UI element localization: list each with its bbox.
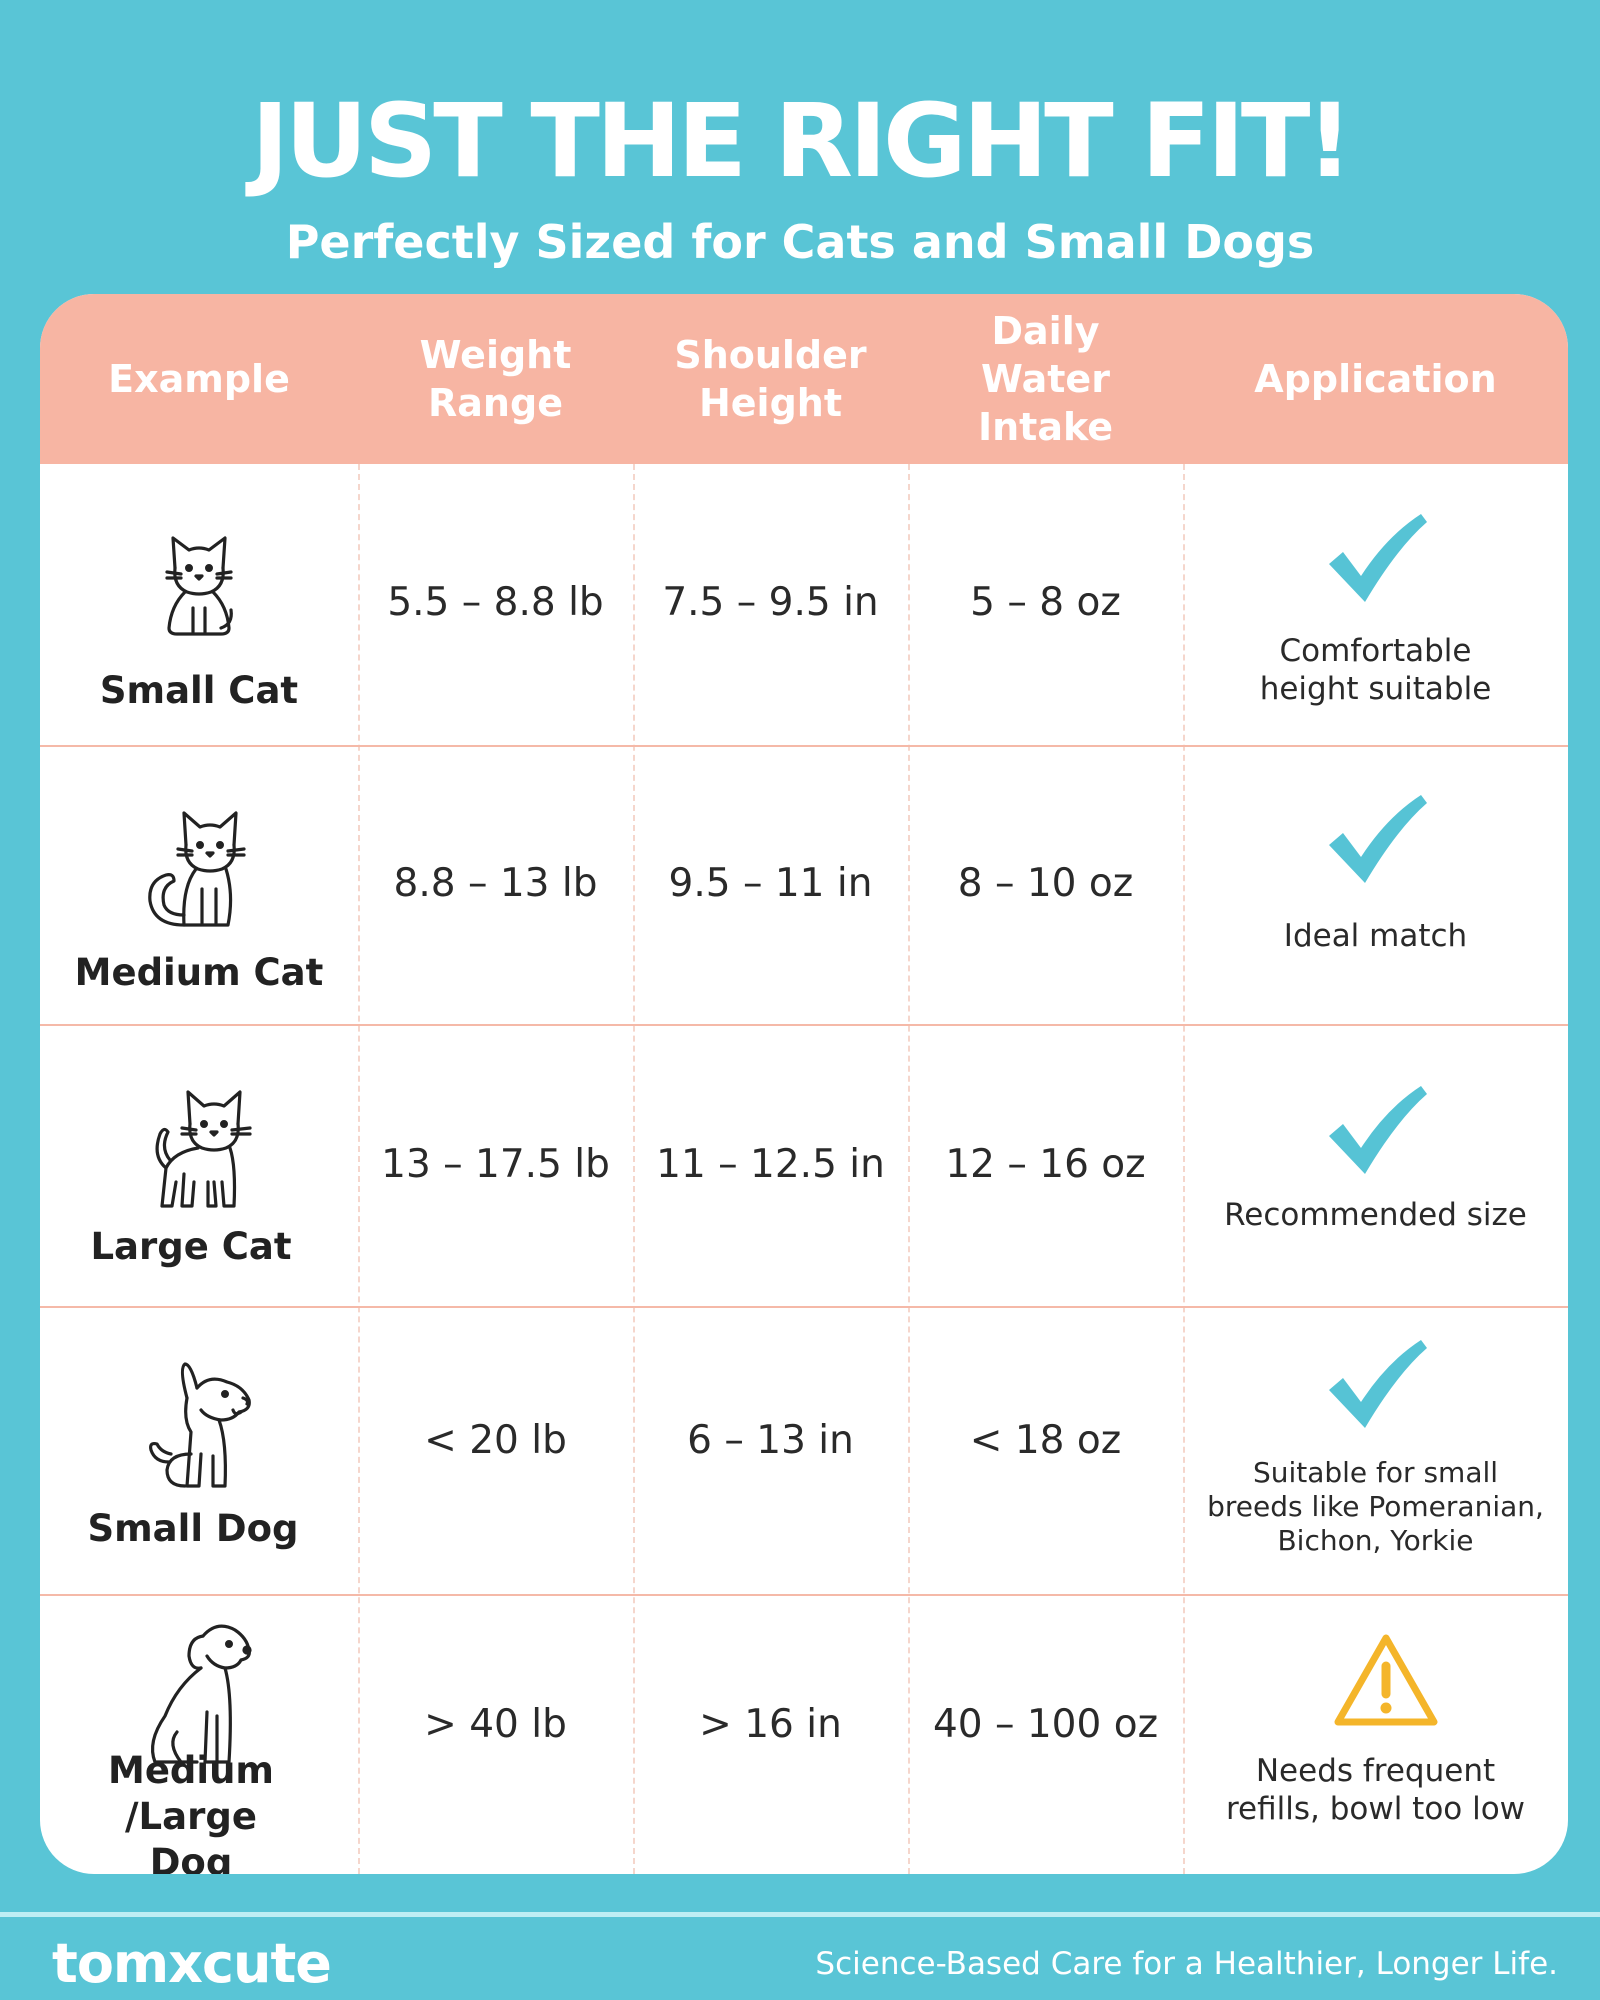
height-cell: 11 – 12.5 in bbox=[633, 1026, 908, 1306]
weight-value: 13 – 17.5 lb bbox=[381, 1142, 610, 1187]
height-cell: 7.5 – 9.5 in bbox=[633, 464, 908, 745]
height-cell: 6 – 13 in bbox=[633, 1308, 908, 1594]
water-value: 12 – 16 oz bbox=[945, 1142, 1146, 1187]
column-header-shoulder-height-label: Shoulder Height bbox=[674, 333, 867, 425]
weight-value: < 20 lb bbox=[424, 1418, 567, 1463]
application-cell: Recommended size bbox=[1183, 1026, 1568, 1306]
column-divider bbox=[633, 464, 635, 1874]
column-header-shoulder-height: Shoulder Height bbox=[633, 294, 908, 464]
column-header-daily-water-intake-label: Daily Water Intake bbox=[977, 309, 1114, 449]
water-cell: < 18 oz bbox=[908, 1308, 1183, 1594]
example-cell: Large Cat bbox=[40, 1026, 358, 1306]
water-value: 8 – 10 oz bbox=[957, 861, 1134, 906]
weight-cell: < 20 lb bbox=[358, 1308, 633, 1594]
weight-value: 8.8 – 13 lb bbox=[393, 861, 598, 906]
page-title: JUST THE RIGHT FIT! bbox=[251, 82, 1353, 201]
height-cell: 9.5 – 11 in bbox=[633, 747, 908, 1024]
height-cell: > 16 in bbox=[633, 1596, 908, 1874]
footer-divider bbox=[0, 1912, 1600, 1917]
column-header-daily-water-intake: Daily Water Intake bbox=[908, 294, 1183, 464]
water-value: < 18 oz bbox=[969, 1418, 1122, 1463]
column-header-application: Application bbox=[1254, 357, 1497, 401]
application-text: Recommended size bbox=[1224, 1197, 1527, 1233]
weight-cell: 5.5 – 8.8 lb bbox=[358, 464, 633, 745]
water-cell: 12 – 16 oz bbox=[908, 1026, 1183, 1306]
column-divider bbox=[908, 464, 910, 1874]
example-label: Medium Cat bbox=[74, 951, 324, 994]
weight-value: 5.5 – 8.8 lb bbox=[387, 580, 604, 625]
example-label: Small Dog bbox=[87, 1507, 299, 1550]
column-divider bbox=[1183, 464, 1185, 1874]
table-row: Medium Cat 8.8 – 13 lb 9.5 – 11 in 8 – 1… bbox=[40, 745, 1568, 1024]
height-value: 7.5 – 9.5 in bbox=[662, 580, 879, 625]
application-cell: Needs frequent refills, bowl too low bbox=[1183, 1596, 1568, 1874]
small-dog-icon bbox=[149, 1362, 251, 1488]
check-icon bbox=[1328, 795, 1427, 883]
table-header: Example Weight Range Shoulder Height Dai… bbox=[40, 294, 1568, 464]
application-cell: Comfortable height suitable bbox=[1183, 464, 1568, 745]
water-cell: 5 – 8 oz bbox=[908, 464, 1183, 745]
weight-cell: 13 – 17.5 lb bbox=[358, 1026, 633, 1306]
example-cell: Small Dog bbox=[40, 1308, 358, 1594]
application-text: Ideal match bbox=[1283, 918, 1468, 954]
example-label: Medium /Large Dog bbox=[40, 1748, 350, 1874]
small-cat-icon bbox=[165, 536, 233, 636]
brand-logo[interactable]: tomxcute bbox=[52, 1932, 332, 1995]
fit-table: Example Weight Range Shoulder Height Dai… bbox=[40, 294, 1568, 1874]
height-value: 9.5 – 11 in bbox=[668, 861, 873, 906]
application-text: Suitable for small breeds like Pomerania… bbox=[1207, 1456, 1544, 1557]
height-value: 6 – 13 in bbox=[687, 1418, 854, 1463]
height-value: 11 – 12.5 in bbox=[656, 1142, 885, 1187]
check-icon bbox=[1328, 1086, 1427, 1174]
example-label-text: Medium /Large Dog bbox=[108, 1749, 274, 1874]
table-row: Medium /Large Dog > 40 lb > 16 in 40 – 1… bbox=[40, 1594, 1568, 1874]
example-cell: Medium Cat bbox=[40, 747, 358, 1024]
water-value: 40 – 100 oz bbox=[932, 1702, 1159, 1747]
column-divider bbox=[358, 464, 360, 1874]
check-icon bbox=[1328, 1340, 1427, 1428]
warning-icon bbox=[1334, 1634, 1437, 1726]
medium-cat-icon bbox=[148, 811, 246, 927]
example-cell: Small Cat bbox=[40, 464, 358, 745]
column-header-weight-range-label: Weight Range bbox=[419, 333, 572, 425]
example-cell: Medium /Large Dog bbox=[40, 1596, 358, 1874]
height-value: > 16 in bbox=[699, 1702, 842, 1747]
medium-large-dog-icon bbox=[151, 1624, 252, 1764]
column-header-weight-range: Weight Range bbox=[358, 294, 633, 464]
water-value: 5 – 8 oz bbox=[970, 580, 1121, 625]
check-icon bbox=[1328, 514, 1427, 602]
weight-cell: 8.8 – 13 lb bbox=[358, 747, 633, 1024]
weight-value: > 40 lb bbox=[424, 1702, 567, 1747]
application-text: Comfortable height suitable bbox=[1259, 633, 1492, 707]
footer-tagline: Science-Based Care for a Healthier, Long… bbox=[815, 1946, 1558, 1982]
column-header-example: Example bbox=[108, 357, 290, 401]
large-cat-icon bbox=[155, 1090, 252, 1208]
example-label: Small Cat bbox=[99, 669, 299, 712]
table-row: Small Dog < 20 lb 6 – 13 in < 18 oz Suit… bbox=[40, 1306, 1568, 1594]
application-text: Needs frequent refills, bowl too low bbox=[1225, 1753, 1526, 1827]
application-cell: Suitable for small breeds like Pomerania… bbox=[1183, 1308, 1568, 1594]
table-row: Small Cat 5.5 – 8.8 lb 7.5 – 9.5 in 5 – … bbox=[40, 464, 1568, 745]
table-row: Large Cat 13 – 17.5 lb 11 – 12.5 in 12 –… bbox=[40, 1024, 1568, 1306]
water-cell: 8 – 10 oz bbox=[908, 747, 1183, 1024]
example-label: Large Cat bbox=[90, 1225, 292, 1268]
application-cell: Ideal match bbox=[1183, 747, 1568, 1024]
page-subtitle: Perfectly Sized for Cats and Small Dogs bbox=[285, 215, 1315, 269]
weight-cell: > 40 lb bbox=[358, 1596, 633, 1874]
water-cell: 40 – 100 oz bbox=[908, 1596, 1183, 1874]
